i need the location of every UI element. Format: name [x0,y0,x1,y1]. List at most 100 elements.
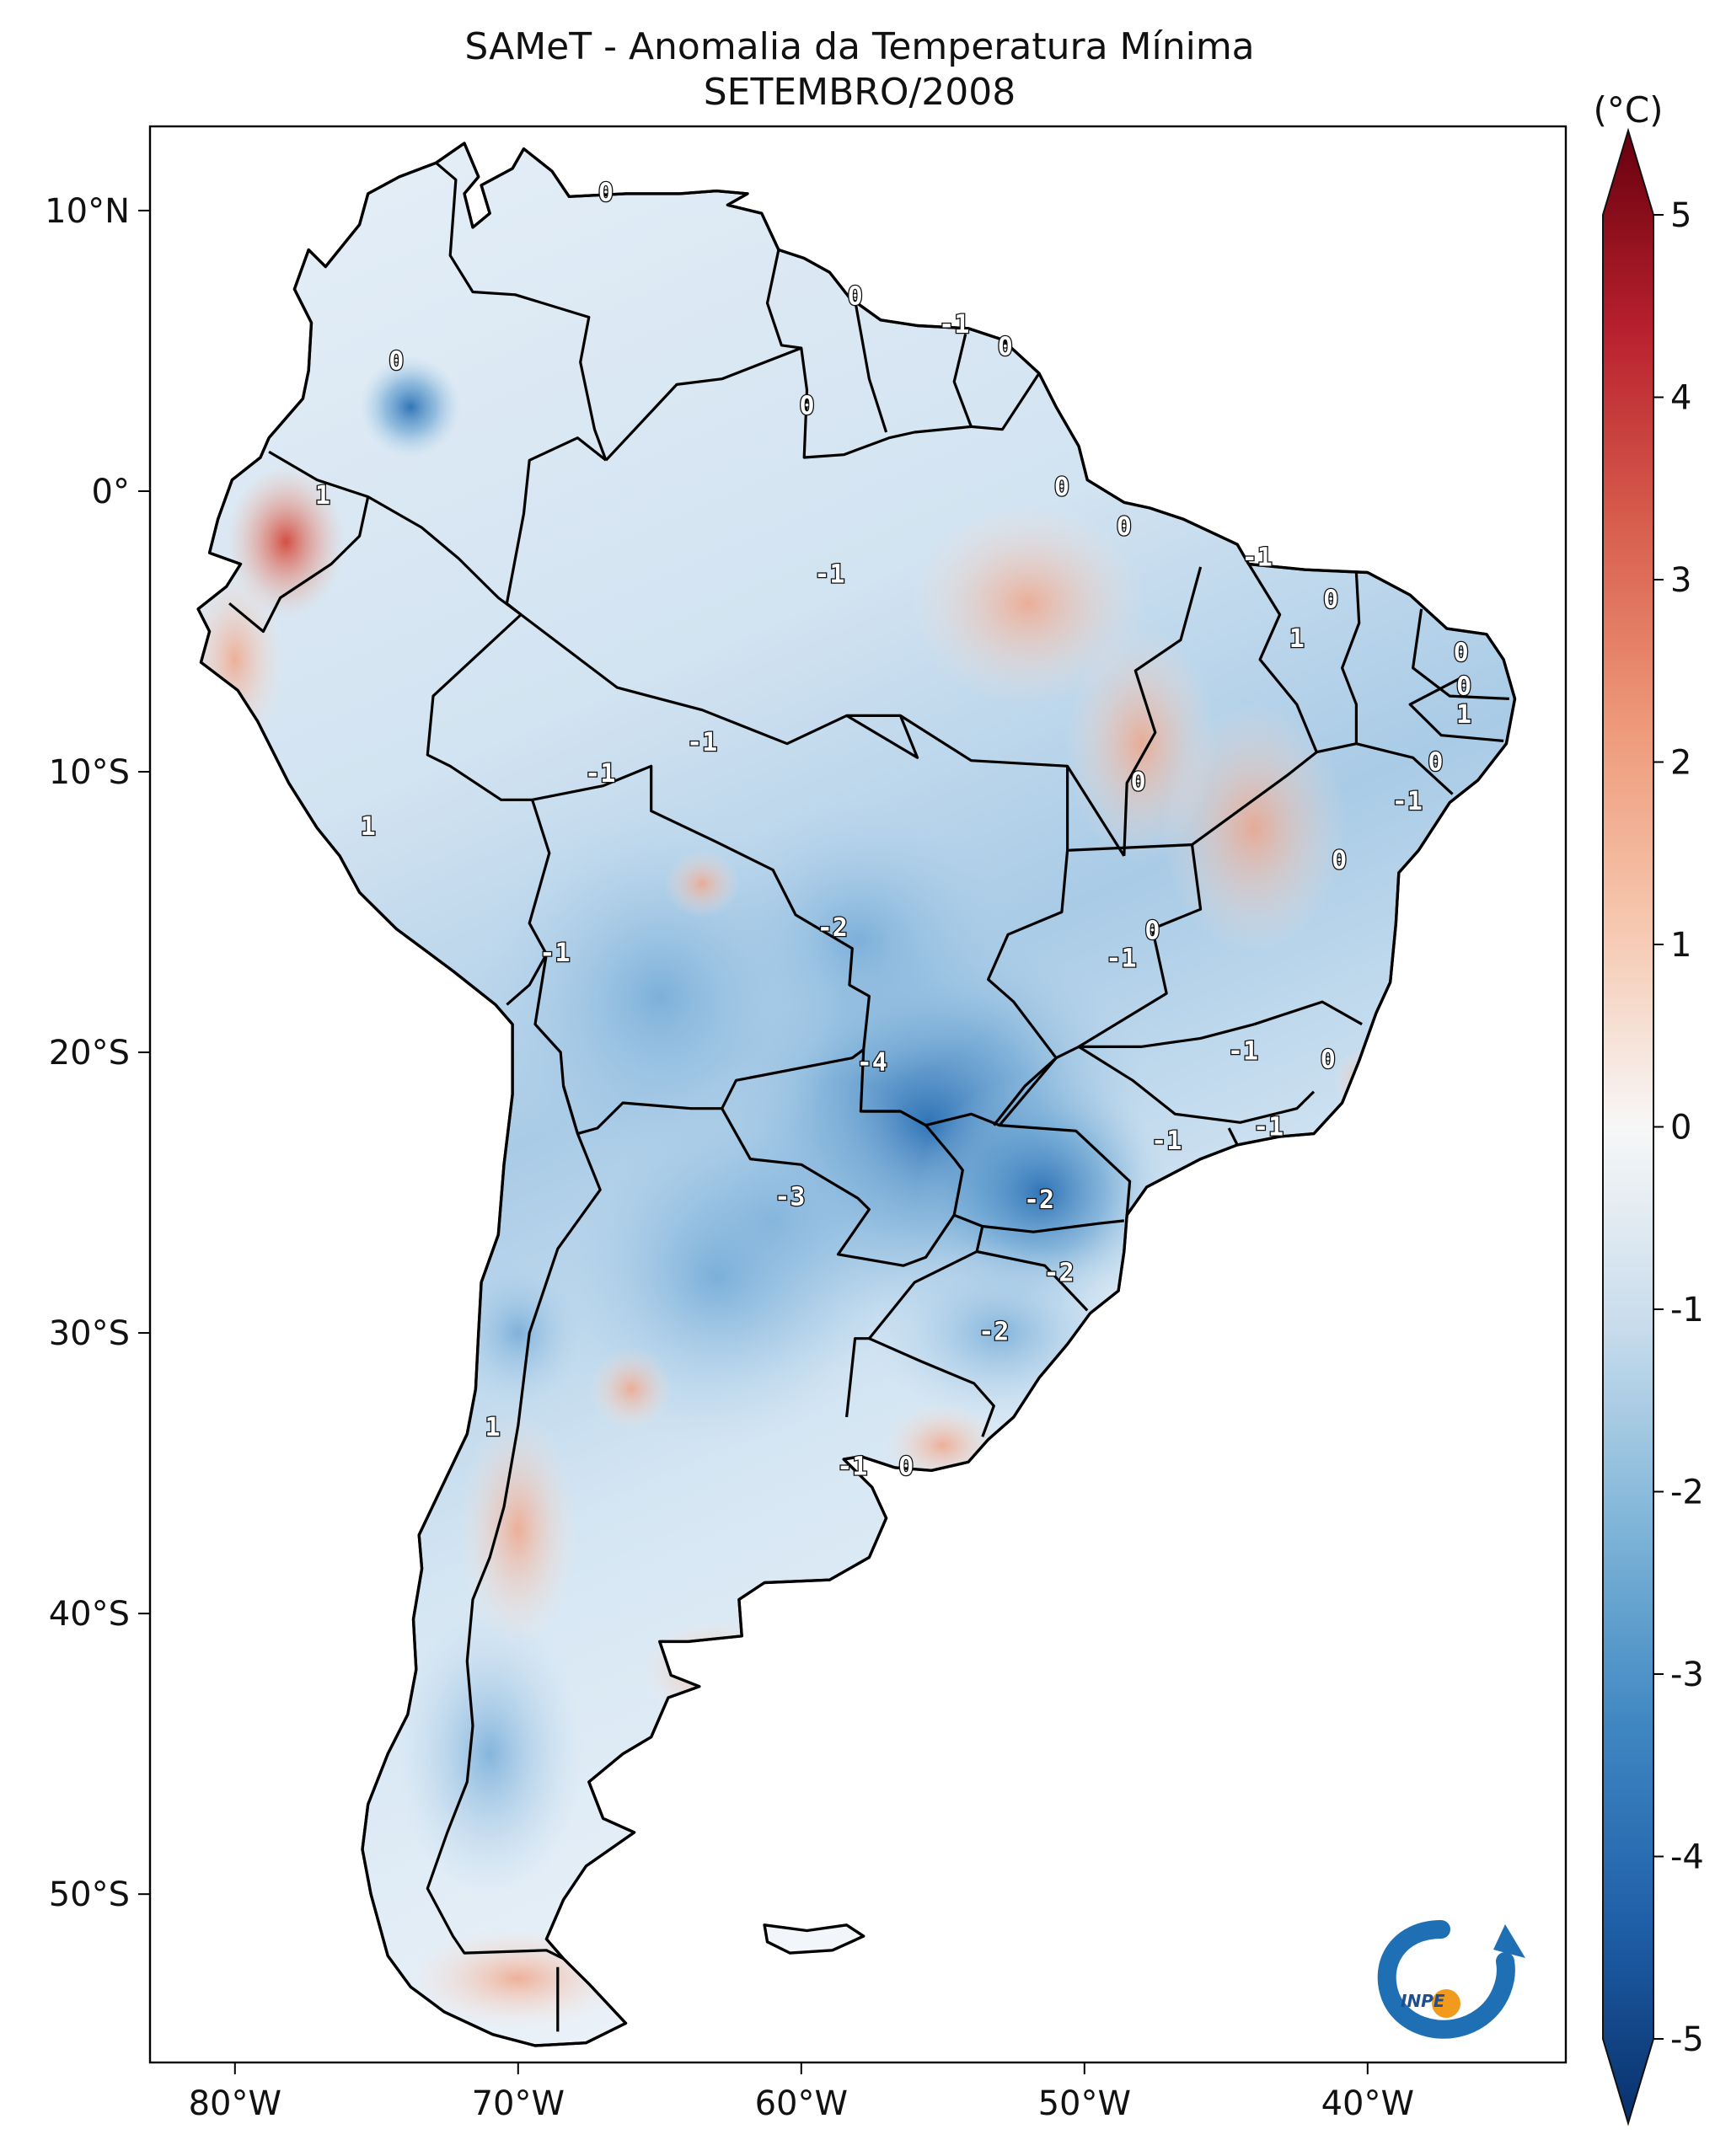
border-line [863,1023,1255,1127]
coastline [196,142,1517,2047]
border-line [976,1249,1089,1312]
contour-label: 0 [1428,748,1443,778]
contour-label: 1 [315,481,330,511]
contour-label: 0 [1144,916,1160,945]
anomaly-field [198,356,1401,2030]
contour-label: -2 [1024,1185,1054,1215]
contour-label: -1 [1151,1126,1182,1156]
colorbar-tick-label: 4 [1670,379,1691,418]
border-line [952,334,1041,431]
latitude-axis: 10°N 0° 10°S 20°S 30°S 40°S 50°S [45,192,150,1914]
border-line [854,300,888,433]
border-line [845,714,919,759]
border-line [367,495,551,1006]
lon-tick-label: 50°W [1038,2084,1131,2123]
inpe-logo: INPE [1377,1920,1525,2039]
border-line [765,249,972,459]
border-line [1191,563,1318,846]
contour-label: -3 [774,1183,805,1212]
border-line [426,1085,602,1961]
contour-label: 0 [998,333,1013,362]
contour-label: -1 [837,1452,867,1481]
contour-label: 1 [1289,624,1305,654]
contour-label: -1 [539,939,570,968]
contour-label: -4 [857,1048,887,1078]
border-line [435,162,608,461]
contour-label: -2 [978,1318,1009,1347]
colorbar: (°C) 5 4 3 2 1 0 -1 -2 -3 -4 -5 [1593,89,1704,2127]
contour-label: -1 [1106,944,1136,974]
border-line [1067,843,1203,1048]
contour-label: -2 [817,913,848,943]
colorbar-tick-label: 1 [1670,926,1691,965]
colorbar-tick-label: -4 [1670,1838,1704,1877]
lat-tick-label: 40°S [49,1595,130,1634]
border-line [604,346,802,462]
contour-label: 0 [389,346,404,376]
contour-label: -1 [1392,787,1423,816]
border-line [982,1219,1124,1233]
contour-label: 0 [799,392,814,421]
colorbar-tick-label: 5 [1670,196,1691,235]
contour-label: 0 [898,1452,914,1481]
contour-label: 0 [1117,512,1132,542]
contour-label: 0 [1332,846,1347,875]
map-title: SAMeT - Anomalia da Temperatura Mínima [464,25,1254,68]
border-line [1123,566,1203,856]
contour-label: -1 [1228,1037,1258,1067]
colorbar-tick-label: 2 [1670,744,1691,783]
contour-label: 0 [1454,639,1469,668]
colorbar-tick-label: -5 [1670,2020,1704,2059]
lat-tick-label: 20°S [49,1034,130,1073]
contour-label: 0 [848,282,863,312]
border-line [987,766,1069,1126]
map-subtitle: SETEMBRO/2008 [704,71,1016,114]
colorbar-tick-label: -1 [1670,1291,1704,1329]
border-line [1253,1000,1363,1026]
lon-tick-label: 40°W [1321,2084,1414,2123]
colorbar-tick-label: 3 [1670,561,1691,600]
border-line [1341,572,1361,744]
lat-tick-label: 0° [92,473,130,511]
lat-tick-label: 10°N [45,192,130,231]
lon-tick-label: 60°W [755,2084,848,2123]
contour-label: 0 [598,178,614,207]
contour-label: 0 [1054,473,1069,502]
contour-label: -1 [687,728,717,757]
border-line [1408,675,1504,742]
contour-label: 1 [485,1413,501,1442]
contour-label: 0 [1131,768,1146,797]
lon-tick-label: 80°W [189,2084,281,2123]
contour-label: 1 [361,812,376,842]
lon-tick-label: 70°W [472,2084,565,2123]
border-line [1316,742,1454,795]
border-line [999,1124,1132,1216]
lat-tick-label: 10°S [49,753,130,792]
contour-label: -1 [814,559,844,589]
longitude-axis: 80°W 70°W 60°W 50°W 40°W [189,2062,1414,2123]
colorbar-unit: (°C) [1593,89,1663,131]
falkland-islands [763,1923,866,1955]
border-line [1412,608,1509,700]
contour-label: 1 [1456,700,1471,730]
map-frame [148,125,1568,2064]
colorbar-tick-label: -2 [1670,1474,1704,1512]
border-line [868,1337,995,1437]
inpe-logo-wordmark: INPE [1401,1991,1445,2011]
contour-label: -1 [585,759,615,789]
contour-label: -1 [939,310,969,340]
colorbar-bar [1602,127,1654,2127]
political-borders [228,162,1509,2032]
lat-tick-label: 50°S [49,1875,130,1914]
border-line [1078,1046,1316,1124]
colorbar-tick-label: -3 [1670,1656,1704,1694]
contour-label: 0 [1323,585,1338,614]
border-line [1227,1127,1239,1146]
contour-label: -1 [1242,543,1273,572]
colorbar-ticks: 5 4 3 2 1 0 -1 -2 -3 -4 -5 [1653,196,1704,2059]
contour-label: -2 [1043,1259,1074,1288]
border-line [228,450,370,634]
lat-tick-label: 30°S [49,1314,130,1353]
